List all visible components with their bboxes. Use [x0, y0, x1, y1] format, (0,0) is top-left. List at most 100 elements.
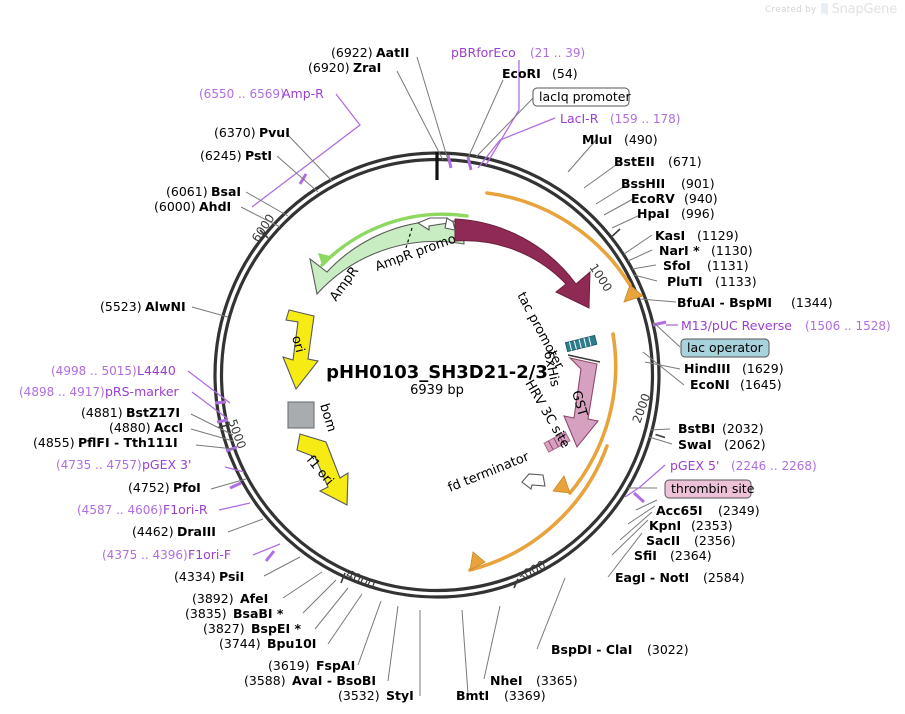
feature-label-ori: ori [288, 334, 307, 354]
enzyme-name: EagI - NotI [615, 570, 689, 585]
enzyme-name: SacII [646, 533, 680, 548]
enzyme-position: (1131) [707, 258, 749, 273]
enzyme-name: FspAI [316, 658, 355, 673]
enzyme-position: (6061) [166, 184, 208, 199]
primer-name: pGEX 3' [142, 457, 191, 472]
label-nhei: NheI (3365) [490, 673, 578, 688]
enzyme-name: AfeI [240, 591, 268, 606]
enzyme-name: DraIII [177, 524, 216, 539]
label-bsteii: BstEII (671) [614, 154, 702, 169]
enzyme-position: (2349) [718, 503, 760, 518]
enzyme-name: EcoRI [502, 66, 541, 81]
label-pflfi-tth111i: (4855) PflFI - Tth111I [33, 435, 178, 450]
label-pbrforeco: pBRforEco (21 .. 39) [451, 45, 585, 60]
primer-range: (159 .. 178) [610, 112, 680, 126]
enzyme-position: (2356) [694, 533, 736, 548]
enzyme-position: (940) [684, 191, 718, 206]
enzyme-name: PvuI [259, 125, 290, 140]
leader-lines [187, 56, 685, 696]
label-styi: (3532) StyI [338, 688, 414, 703]
primer-name: LacI-R [560, 111, 599, 126]
label-sfii: SfiI (2364) [634, 548, 712, 563]
label-f1ori-f: (4375 .. 4396) F1ori-F [102, 547, 231, 562]
enzyme-position: (4752) [128, 480, 170, 495]
primer-name: pBRforEco [451, 45, 516, 60]
label-sacii: SacII (2356) [646, 533, 736, 548]
label-hindiii: HindIII (1629) [684, 361, 784, 376]
enzyme-name: MluI [582, 132, 612, 147]
enzyme-position: (3892) [192, 591, 234, 606]
enzyme-position: (6245) [200, 148, 242, 163]
label-bspdi-clai: BspDI - ClaI (3022) [551, 642, 689, 657]
label-bsabi: (3835) BsaBI * [185, 606, 284, 621]
boxed-label-text: thrombin site [671, 481, 755, 496]
primer-name: F1ori-R [163, 502, 208, 517]
label-econi: EcoNI (1645) [690, 377, 782, 392]
label-bfuai-bspmi: BfuAI - BspMI (1344) [677, 295, 833, 310]
label-bstbi: BstBI (2032) [678, 421, 764, 436]
enzyme-name: NarI * [659, 243, 700, 258]
enzyme-position: (6370) [214, 125, 256, 140]
enzyme-position: (6920) [308, 60, 350, 75]
enzyme-name: BmtI [456, 688, 489, 703]
enzyme-name: SwaI [678, 437, 712, 452]
label-swai: SwaI (2062) [678, 437, 766, 452]
label-afei: (3892) AfeI [192, 591, 268, 606]
enzyme-position: (4462) [132, 524, 174, 539]
label-pvui: (6370) PvuI [214, 125, 290, 140]
enzyme-position: (3619) [268, 658, 310, 673]
primer-name: pRS-marker [105, 384, 180, 399]
enzyme-name: BspDI - ClaI [551, 642, 632, 657]
enzyme-name: BstZ17I [126, 405, 180, 420]
enzyme-name: PsiI [219, 569, 244, 584]
enzyme-position: (3365) [536, 673, 578, 688]
snapgene-watermark: Created by SnapGene [765, 2, 897, 17]
enzyme-name: KasI [655, 228, 685, 243]
enzyme-position: (54) [552, 66, 578, 81]
label-psti: (6245) PstI [200, 148, 272, 163]
feature-label-6xhis: 6xHis [540, 350, 562, 389]
tick-label-4000: 4000 [344, 567, 378, 592]
enzyme-name: EcoRV [631, 191, 675, 206]
enzyme-position: (3588) [244, 673, 286, 688]
enzyme-position: (4855) [33, 435, 75, 450]
enzyme-name: EcoNI [690, 377, 730, 392]
primer-name: Amp-R [282, 86, 324, 101]
enzyme-name: AccI [154, 420, 183, 435]
enzyme-position: (1129) [697, 228, 739, 243]
enzyme-position: (5523) [100, 299, 142, 314]
label-kasi: KasI (1129) [655, 228, 739, 243]
enzyme-name: PfoI [173, 480, 201, 495]
enzyme-name: HpaI [637, 206, 670, 221]
label-sfoi: SfoI (1131) [663, 258, 749, 273]
enzyme-name: BstEII [614, 154, 655, 169]
tick-label-3000: 3000 [515, 558, 549, 585]
enzyme-position: (2364) [670, 548, 712, 563]
enzyme-position: (1344) [791, 295, 833, 310]
feature-bom: bom [287, 401, 339, 434]
label-aatii: (6922) AatII [331, 45, 409, 60]
enzyme-name: ZraI [353, 60, 381, 75]
label-nari: NarI * (1130) [659, 243, 753, 258]
enzyme-name: SfiI [634, 548, 657, 563]
enzyme-name: Acc65I [656, 503, 703, 518]
label-ahdi: (6000) AhdI [154, 199, 231, 214]
label-bstz17i: (4881) BstZ17I [81, 405, 180, 420]
enzyme-position: (6922) [331, 45, 373, 60]
feature-label-bom: bom [316, 402, 339, 434]
feature-ori: ori [282, 309, 319, 391]
boxed-label-lac-operator: lac operator [680, 338, 770, 358]
primer-name: M13/pUC Reverse [681, 318, 792, 333]
label-bspei: (3827) BspEI * [203, 621, 301, 636]
primer-range: (4998 .. 5015) [51, 364, 137, 378]
label-acci: (4880) AccI [109, 420, 183, 435]
enzyme-position: (6000) [154, 199, 196, 214]
feature-f1-ori: f1 ori [296, 433, 349, 506]
label-acc65i: Acc65I (2349) [656, 503, 760, 518]
plasmid-size-label: 6939 bp [410, 383, 464, 398]
label-alwni: (5523) AlwNI [100, 299, 186, 314]
enzyme-name: BspEI * [251, 621, 301, 636]
label-bmti: BmtI (3369) [456, 688, 546, 703]
snapgene-logo-icon [820, 3, 828, 16]
